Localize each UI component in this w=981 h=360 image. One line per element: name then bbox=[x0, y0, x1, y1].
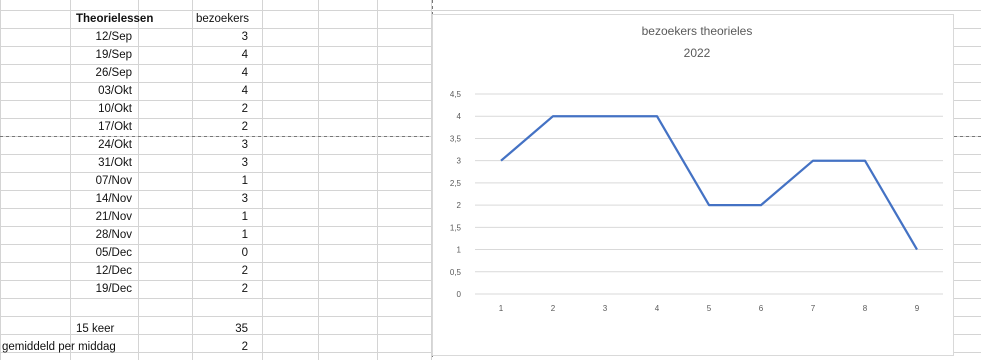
total-label[interactable]: 15 keer bbox=[76, 323, 115, 335]
chart-subtitle: 2022 bbox=[684, 46, 711, 60]
y-tick-label: 4,5 bbox=[450, 90, 462, 99]
average-label[interactable]: gemiddeld per middag bbox=[2, 341, 116, 353]
visitors-cell[interactable]: 1 bbox=[241, 229, 248, 241]
visitors-cell[interactable]: 3 bbox=[241, 193, 248, 205]
series-line[interactable] bbox=[500, 115, 918, 251]
y-tick-label: 2 bbox=[457, 201, 462, 210]
header-theorielessen[interactable]: Theorielessen bbox=[76, 13, 154, 25]
x-tick-label: 9 bbox=[915, 304, 920, 313]
date-cell[interactable]: 21/Nov bbox=[95, 211, 132, 223]
chart-title: bezoekers theorieles bbox=[642, 24, 753, 38]
line-chart[interactable]: bezoekers theorieles 2022 0 0,5 1 1,5 2 2,5 3 3… bbox=[432, 14, 954, 356]
total-value[interactable]: 35 bbox=[235, 323, 248, 335]
x-tick-label: 1 bbox=[499, 304, 504, 313]
date-cell[interactable]: 26/Sep bbox=[95, 67, 132, 79]
y-tick-label: 3 bbox=[457, 157, 462, 166]
date-cell[interactable]: 19/Sep bbox=[95, 49, 132, 61]
date-cell[interactable]: 05/Dec bbox=[95, 247, 132, 259]
y-tick-label: 4 bbox=[457, 112, 462, 121]
x-tick-label: 7 bbox=[811, 304, 816, 313]
visitors-cell[interactable]: 3 bbox=[241, 139, 248, 151]
average-value[interactable]: 2 bbox=[241, 341, 248, 353]
visitors-cell[interactable]: 4 bbox=[241, 49, 248, 61]
x-tick-label: 6 bbox=[759, 304, 764, 313]
chart-canvas: bezoekers theorieles 2022 0 0,5 1 1,5 2 2,5 3 3… bbox=[450, 24, 943, 313]
date-cell[interactable]: 19/Dec bbox=[95, 283, 132, 295]
visitors-cell[interactable]: 1 bbox=[241, 211, 248, 223]
date-cell[interactable]: 24/Okt bbox=[98, 139, 132, 151]
date-cell[interactable]: 07/Nov bbox=[95, 175, 132, 187]
date-cell[interactable]: 10/Okt bbox=[98, 103, 132, 115]
visitors-cell[interactable]: 2 bbox=[241, 265, 248, 277]
x-tick-label: 3 bbox=[603, 304, 608, 313]
y-tick-label: 1,5 bbox=[450, 223, 462, 232]
header-bezoekers[interactable]: bezoekers bbox=[196, 13, 250, 25]
visitors-cell[interactable]: 4 bbox=[241, 85, 248, 97]
date-cell[interactable]: 28/Nov bbox=[95, 229, 132, 241]
date-cell[interactable]: 17/Okt bbox=[98, 121, 132, 133]
y-tick-label: 3,5 bbox=[450, 134, 462, 143]
y-tick-label: 1 bbox=[457, 246, 462, 255]
y-tick-label: 0,5 bbox=[450, 268, 462, 277]
date-cell[interactable]: 03/Okt bbox=[98, 85, 132, 97]
date-cell[interactable]: 12/Dec bbox=[95, 265, 132, 277]
x-tick-label: 2 bbox=[551, 304, 556, 313]
x-tick-label: 4 bbox=[655, 304, 660, 313]
x-tick-label: 8 bbox=[863, 304, 868, 313]
visitors-cell[interactable]: 4 bbox=[241, 67, 248, 79]
visitors-cell[interactable]: 3 bbox=[241, 157, 248, 169]
date-cell[interactable]: 12/Sep bbox=[95, 31, 132, 43]
visitors-cell[interactable]: 0 bbox=[241, 247, 248, 259]
visitors-cell[interactable]: 2 bbox=[241, 283, 248, 295]
visitors-cell[interactable]: 3 bbox=[241, 31, 248, 43]
date-cell[interactable]: 31/Okt bbox=[98, 157, 132, 169]
y-tick-label: 2,5 bbox=[450, 179, 462, 188]
visitors-cell[interactable]: 2 bbox=[241, 103, 248, 115]
y-tick-label: 0 bbox=[457, 290, 462, 299]
date-cell[interactable]: 14/Nov bbox=[95, 193, 132, 205]
visitors-cell[interactable]: 1 bbox=[241, 175, 248, 187]
x-tick-label: 5 bbox=[707, 304, 712, 313]
visitors-cell[interactable]: 2 bbox=[241, 121, 248, 133]
